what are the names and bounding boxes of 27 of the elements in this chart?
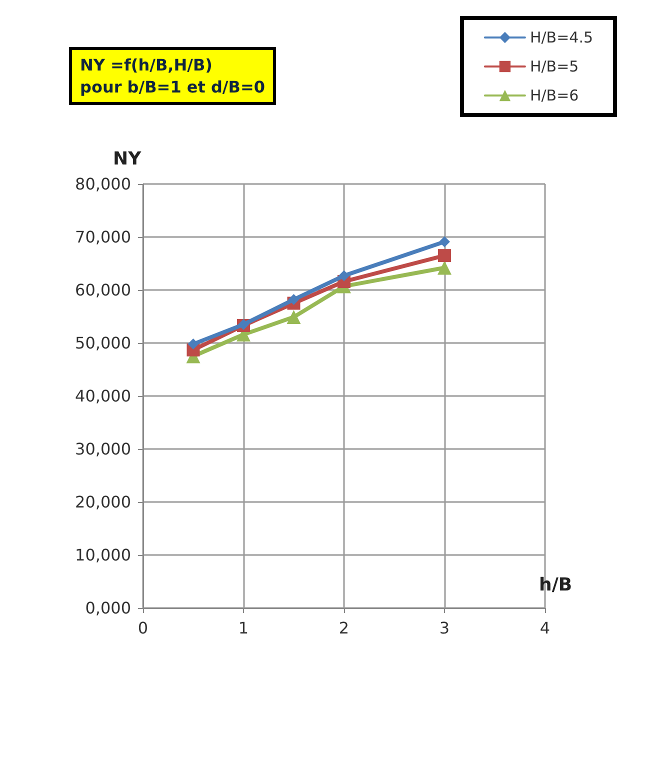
point — [288, 294, 300, 306]
legend-label: H/B=6 — [530, 86, 579, 104]
x-tick-label: 1 — [238, 618, 249, 638]
y-tick-label: 10,000 — [75, 546, 131, 564]
point — [338, 270, 350, 282]
x-tick-label: 4 — [540, 618, 550, 638]
x-tick-label: 0 — [138, 618, 148, 638]
y-tick-label: 20,000 — [75, 492, 131, 512]
point — [286, 310, 301, 324]
point — [439, 236, 450, 248]
y-tick-label: 0,000 — [85, 598, 131, 618]
point — [438, 249, 451, 262]
legend-label: H/B=5 — [530, 58, 579, 76]
x-tick-label: 2 — [338, 618, 350, 638]
y-tick-label: 70,000 — [75, 228, 131, 246]
point — [188, 338, 199, 350]
x-tick-label: 3 — [439, 618, 450, 638]
x-axis-title: h/B — [539, 574, 572, 596]
y-tick-label: 40,000 — [75, 386, 131, 406]
y-axis-title: NY — [113, 148, 142, 170]
chart-title: NY =f(h/B,H/B) pour b/B=1 et d/B=0 — [80, 56, 265, 96]
legend-label: H/B=4.5 — [530, 28, 593, 46]
y-tick-label: 50,000 — [75, 334, 131, 352]
y-tick-label: 30,000 — [75, 440, 131, 458]
point — [438, 260, 452, 275]
y-tick-label: 60,000 — [75, 280, 131, 300]
y-tick-label: 80,000 — [75, 174, 131, 194]
